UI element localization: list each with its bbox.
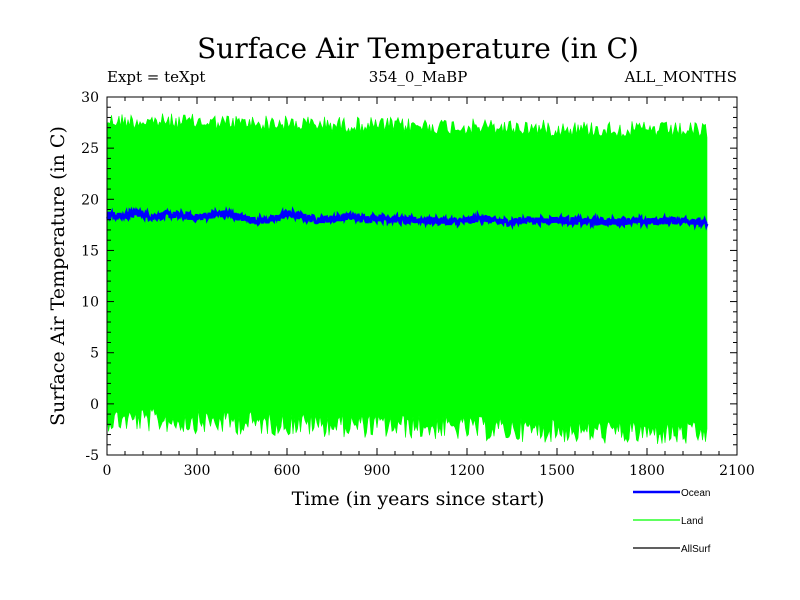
subtitle-left: Expt = teXpt	[107, 68, 205, 86]
plot-frame	[106, 96, 738, 456]
subtitle-center: 354_0_MaBP	[369, 68, 468, 86]
x-axis-label: Time (in years since start)	[292, 488, 545, 510]
y-tick-label: 30	[81, 90, 99, 106]
chart-title: Surface Air Temperature (in C)	[197, 32, 639, 65]
y-tick-label: 20	[81, 192, 99, 208]
x-tick-label: 0	[103, 463, 112, 479]
x-tick-label: 1500	[539, 463, 575, 479]
legend-label-allsurf: AllSurf	[681, 544, 711, 555]
x-tick-label: 2100	[719, 463, 755, 479]
land-series-band	[106, 113, 708, 445]
y-tick-label: 10	[81, 295, 99, 311]
x-tick-label: 1800	[629, 463, 665, 479]
y-axis-label: Surface Air Temperature (in C)	[47, 126, 69, 426]
y-tick-label: -5	[85, 448, 99, 464]
subtitle-right: ALL_MONTHS	[624, 68, 737, 86]
legend-label-ocean: Ocean	[681, 488, 710, 499]
x-tick-label: 900	[364, 463, 391, 479]
x-tick-label: 300	[184, 463, 211, 479]
y-tick-label: 0	[90, 397, 99, 413]
legend: Ocean Land AllSurf	[633, 488, 711, 555]
y-tick-label: 5	[90, 346, 99, 362]
x-tick-label: 600	[274, 463, 301, 479]
ocean-series-line	[106, 206, 709, 231]
y-tick-label: 25	[81, 141, 99, 157]
y-tick-label: 15	[81, 243, 99, 259]
legend-label-land: Land	[681, 516, 703, 527]
x-tick-label: 1200	[449, 463, 485, 479]
